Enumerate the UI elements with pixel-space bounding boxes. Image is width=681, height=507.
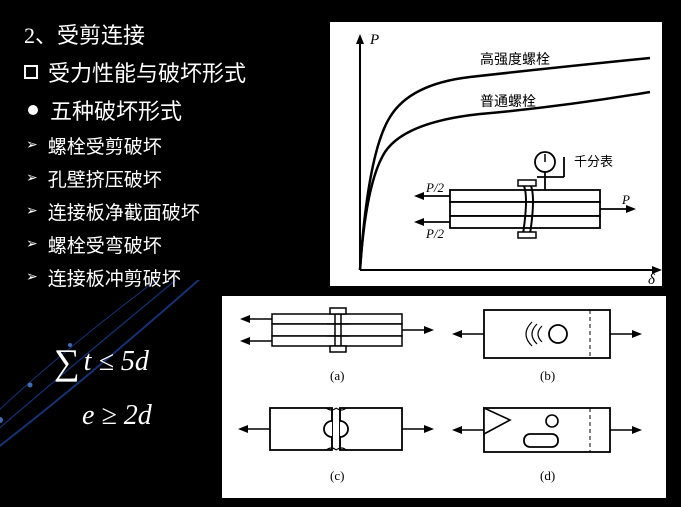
fig-a: (a) [240,308,434,383]
fig-c-label: (c) [330,468,344,483]
chevron-icon: ➢ [26,236,38,253]
chevron-icon: ➢ [26,137,38,154]
subheading-2: 五种破坏形式 [24,94,324,126]
list-item: ➢ 孔壁挤压破坏 [24,165,324,192]
heading-title: 受剪连接 [57,18,145,50]
x-axis-label: δ [648,272,656,288]
dot-bullet-icon [28,105,38,115]
inset-p2-top: P/2 [425,180,445,195]
formula-2: e ≥ 2d [82,395,152,437]
subheading-2-text: 五种破坏形式 [50,94,182,126]
subheading-1: 受力性能与破坏形式 [24,56,324,88]
y-axis-label: P [369,32,379,48]
list-item: ➢ 连接板冲剪破坏 [24,264,324,291]
dial-label: 千分表 [574,154,613,169]
curve-2-label: 普通螺栓 [480,94,536,110]
list-item-text: 连接板冲剪破坏 [48,264,181,291]
heading-number: 2、 [24,18,57,50]
list-item: ➢ 螺栓受剪破坏 [24,132,324,159]
fig-b: (b) [452,310,642,383]
fig-d-label: (d) [540,468,555,483]
formula-1: ∑t ≤ 5d [54,335,152,389]
list-item-text: 连接板净截面破坏 [48,198,200,225]
list-item-text: 螺栓受剪破坏 [48,132,162,159]
fig-c: (c) [238,408,434,483]
formula-1-body: t ≤ 5d [84,346,149,377]
sigma-symbol: ∑ [54,342,80,382]
load-displacement-graph: P δ 高强度螺栓 普通螺栓 千分表 [328,20,664,288]
inset-diagram: 千分表 P/2 P/2 P [414,152,636,241]
heading: 2、 受剪连接 [24,18,324,50]
fig-a-label: (a) [330,368,344,383]
failure-mode-figures: (a) (b) (c) [222,296,666,498]
list-item-text: 孔壁挤压破坏 [48,165,162,192]
formula-block: ∑t ≤ 5d e ≥ 2d [54,335,152,437]
square-bullet-icon [24,65,38,79]
inset-p2-bot: P/2 [425,226,445,241]
list-item-text: 螺栓受弯破坏 [48,231,162,258]
fig-d: (d) [452,408,642,483]
fig-b-label: (b) [540,368,555,383]
chevron-icon: ➢ [26,269,38,286]
inset-p: P [621,192,630,207]
curve-1-label: 高强度螺栓 [480,51,550,68]
list-item: ➢ 螺栓受弯破坏 [24,231,324,258]
list-item: ➢ 连接板净截面破坏 [24,198,324,225]
chevron-icon: ➢ [26,203,38,220]
subheading-1-text: 受力性能与破坏形式 [48,56,246,88]
text-outline: 2、 受剪连接 受力性能与破坏形式 五种破坏形式 ➢ 螺栓受剪破坏 ➢ 孔壁挤压破坏… [24,18,324,297]
chevron-icon: ➢ [26,170,38,187]
